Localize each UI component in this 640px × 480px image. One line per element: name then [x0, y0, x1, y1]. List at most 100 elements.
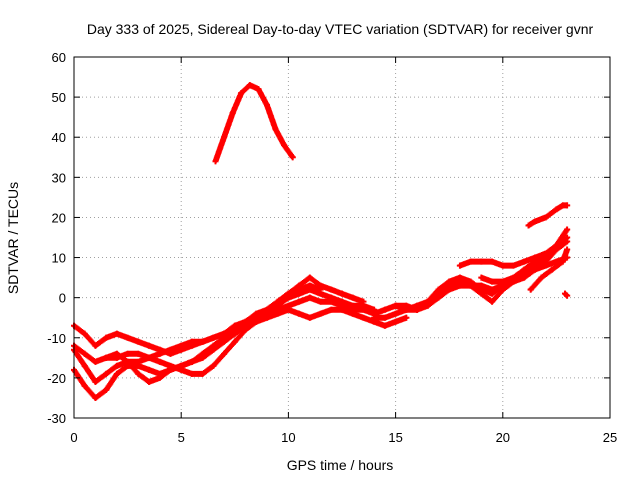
- data-point: [210, 342, 217, 349]
- data-point: [188, 370, 195, 377]
- data-point: [156, 358, 163, 365]
- data-point: [221, 134, 228, 141]
- data-point: [306, 314, 313, 321]
- data-point: [424, 302, 431, 309]
- chart-title: Day 333 of 2025, Sidereal Day-to-day VTE…: [87, 21, 594, 37]
- series-arc-e: [103, 282, 324, 385]
- data-point: [510, 274, 517, 281]
- data-point: [478, 258, 485, 265]
- axis-ticks: -30 -20 -10 0 10 20 30 40 50 60 0 5 10 15 20 25: [47, 50, 617, 445]
- data-point: [446, 286, 453, 293]
- data-point: [113, 330, 120, 337]
- data-point: [564, 246, 571, 253]
- y-tick-label: 10: [52, 251, 66, 266]
- y-tick-label: -20: [47, 371, 66, 386]
- y-tick-label: 60: [52, 50, 66, 65]
- data-point: [456, 262, 463, 269]
- data-point: [538, 274, 545, 281]
- data-point: [339, 298, 345, 305]
- data-series: [71, 82, 571, 401]
- x-tick-label: 10: [281, 430, 295, 445]
- data-point: [92, 394, 99, 401]
- data-point: [542, 250, 549, 257]
- data-point: [296, 286, 303, 293]
- data-point: [542, 214, 549, 221]
- data-point: [199, 338, 206, 345]
- data-point: [339, 290, 345, 297]
- data-point: [156, 374, 163, 381]
- data-point: [559, 258, 566, 265]
- data-point: [527, 286, 534, 293]
- data-point: [392, 302, 399, 309]
- data-point: [306, 274, 313, 281]
- data-point: [403, 306, 410, 313]
- data-point: [317, 310, 324, 317]
- data-point: [553, 206, 560, 213]
- y-axis-label: SDTVAR / TECUs: [5, 182, 21, 294]
- data-point: [360, 298, 367, 305]
- data-point: [210, 362, 217, 369]
- data-point: [349, 302, 356, 309]
- data-point: [238, 90, 245, 97]
- data-point: [525, 222, 532, 229]
- data-point: [263, 306, 270, 313]
- data-point: [489, 298, 496, 305]
- data-point: [274, 310, 281, 317]
- data-point: [349, 294, 356, 301]
- data-point: [371, 306, 378, 313]
- data-point: [231, 338, 238, 345]
- grid: [74, 57, 610, 418]
- data-point: [146, 354, 153, 361]
- series-arc-f: [212, 82, 296, 165]
- data-point: [531, 266, 538, 273]
- data-point: [510, 262, 517, 269]
- data-point: [360, 314, 367, 321]
- data-point: [178, 342, 185, 349]
- data-point: [564, 234, 571, 241]
- data-point: [521, 258, 528, 265]
- data-point: [103, 386, 110, 393]
- x-tick-label: 20: [496, 430, 510, 445]
- data-point: [246, 82, 253, 89]
- x-tick-label: 0: [70, 430, 77, 445]
- data-point: [328, 294, 335, 301]
- data-point: [499, 286, 506, 293]
- data-point: [478, 290, 485, 297]
- data-point: [564, 292, 571, 299]
- data-point: [242, 318, 249, 325]
- y-tick-label: 30: [52, 170, 66, 185]
- data-point: [285, 306, 292, 313]
- series-arc-m: [525, 202, 571, 229]
- data-point: [381, 314, 388, 321]
- data-point: [446, 278, 453, 285]
- data-point: [103, 354, 110, 361]
- data-point: [499, 262, 506, 269]
- data-point: [306, 282, 313, 289]
- data-point: [253, 310, 260, 317]
- series-arc-j: [456, 250, 549, 269]
- data-point: [435, 286, 442, 293]
- data-point: [553, 246, 560, 253]
- data-point: [281, 142, 288, 149]
- data-point: [231, 326, 238, 333]
- data-point: [564, 202, 571, 209]
- data-point: [478, 274, 485, 281]
- data-point: [229, 110, 236, 117]
- data-point: [549, 266, 556, 273]
- data-point: [339, 306, 345, 313]
- data-point: [542, 262, 549, 269]
- data-point: [178, 362, 185, 369]
- data-point: [135, 370, 142, 377]
- y-tick-label: -10: [47, 331, 66, 346]
- data-point: [381, 322, 388, 329]
- data-point: [212, 158, 219, 165]
- data-point: [263, 102, 270, 109]
- data-point: [499, 278, 506, 285]
- data-point: [306, 294, 313, 301]
- data-point: [371, 314, 378, 321]
- data-point: [113, 362, 120, 369]
- data-point: [255, 86, 262, 93]
- data-point: [456, 274, 463, 281]
- data-point: [103, 370, 110, 377]
